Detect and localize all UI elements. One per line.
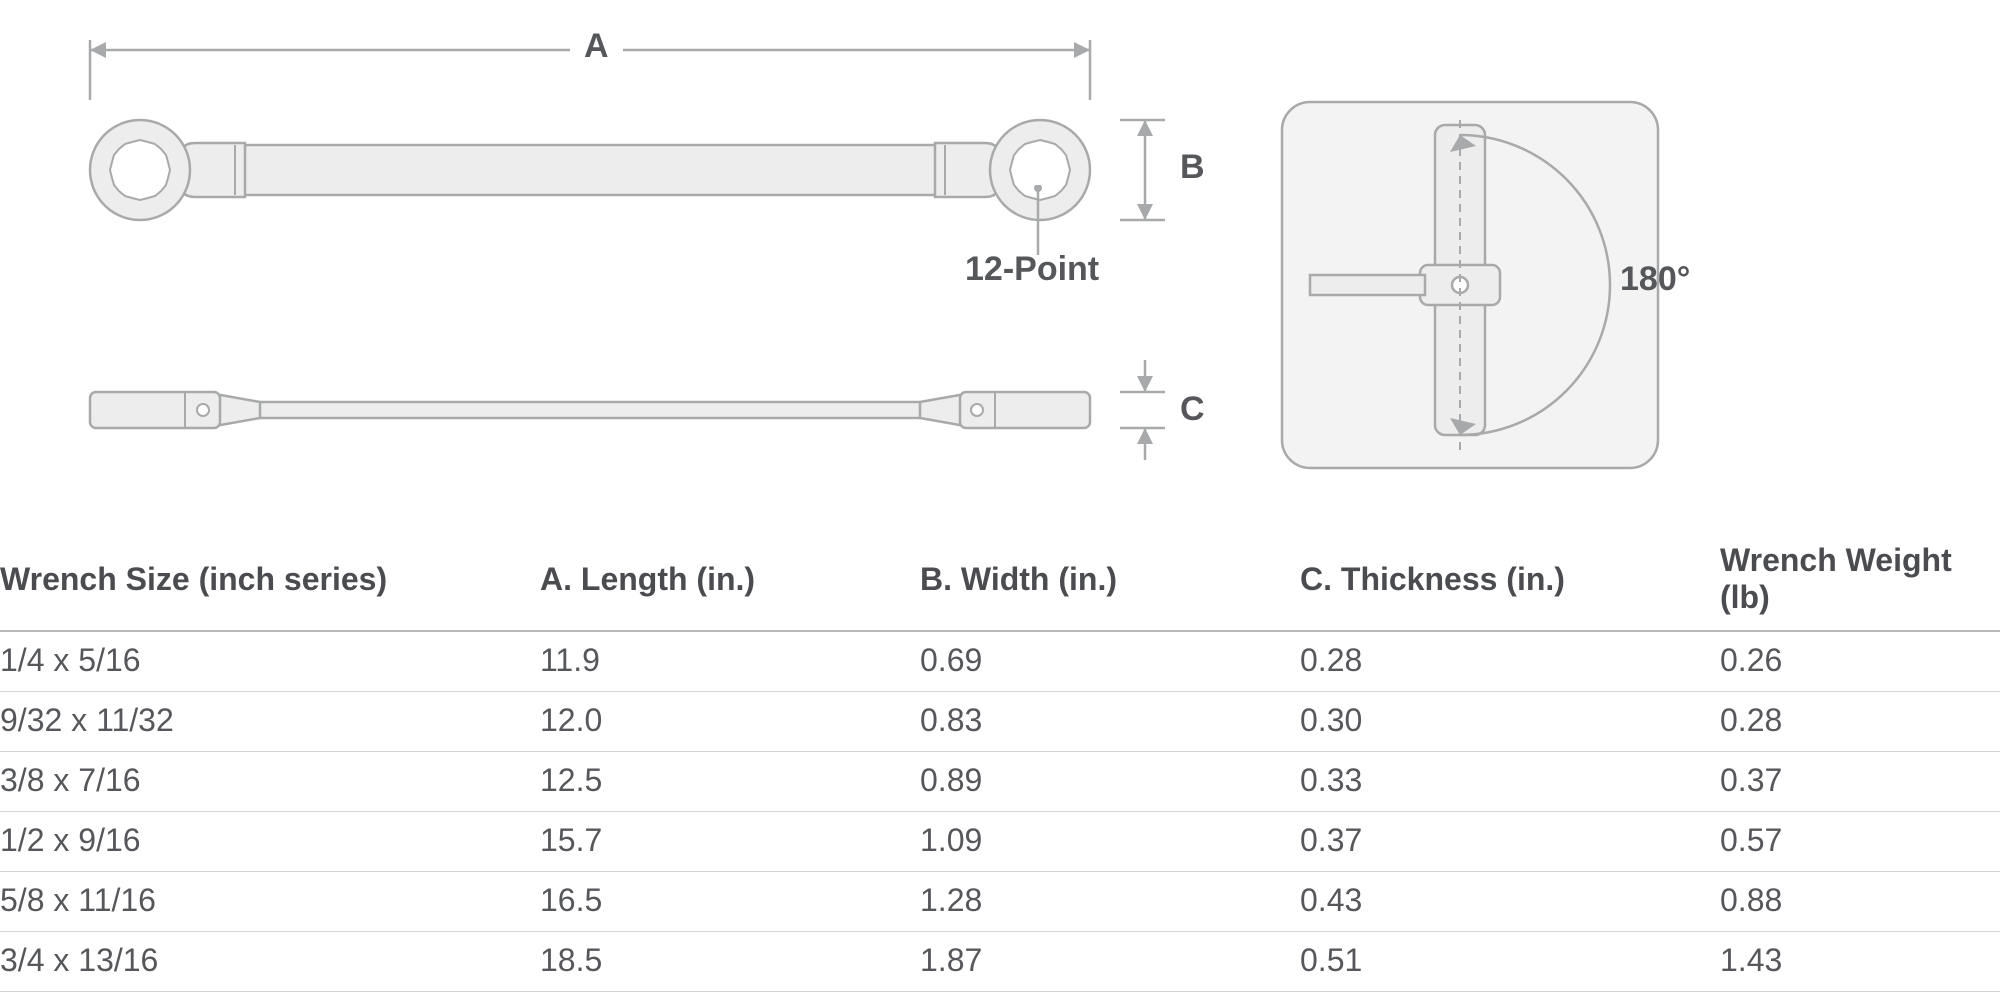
table-cell: 1/4 x 5/16 [0,631,540,692]
table-row: 3/8 x 7/1612.50.890.330.37 [0,752,2000,812]
table-cell: 0.83 [920,692,1300,752]
table-header-cell: B. Width (in.) [920,530,1300,631]
table-cell: 0.88 [1720,872,2000,932]
angle-label: 180° [1620,260,1690,299]
point-callout-line [1013,185,1063,255]
dimension-a-label: A [570,27,623,66]
table-header-cell: Wrench Size (inch series) [0,530,540,631]
dimension-b-label: B [1180,148,1205,187]
table-row: 1/2 x 9/1615.71.090.370.57 [0,812,2000,872]
table-cell: 16.5 [540,872,920,932]
table-cell: 11.9 [540,631,920,692]
table-cell: 3/8 x 7/16 [0,752,540,812]
dimension-b-line [1120,115,1170,225]
table-cell: 0.33 [1300,752,1720,812]
table-cell: 12.0 [540,692,920,752]
dim-a-ext-right [1088,40,1092,100]
wrench-top-view [85,110,1095,230]
table-cell: 12.5 [540,752,920,812]
table-cell: 0.37 [1720,752,2000,812]
table-cell: 0.51 [1300,932,1720,992]
point-label: 12-Point [965,250,1099,289]
table-cell: 3/4 x 13/16 [0,932,540,992]
table-cell: 15.7 [540,812,920,872]
table-cell: 0.89 [920,752,1300,812]
table-cell: 1.43 [1720,932,2000,992]
table-row: 5/8 x 11/1616.51.280.430.88 [0,872,2000,932]
table-header-cell: A. Length (in.) [540,530,920,631]
spec-table: Wrench Size (inch series)A. Length (in.)… [0,530,2000,992]
table-row: 1/4 x 5/1611.90.690.280.26 [0,631,2000,692]
table-row: 3/4 x 13/1618.51.870.511.43 [0,932,2000,992]
table-cell: 0.28 [1300,631,1720,692]
dim-a-ext-left [88,40,92,100]
table-cell: 0.57 [1720,812,2000,872]
table-cell: 18.5 [540,932,920,992]
table-row: 9/32 x 11/3212.00.830.300.28 [0,692,2000,752]
table-cell: 0.28 [1720,692,2000,752]
table-cell: 5/8 x 11/16 [0,872,540,932]
flex-angle-inset [1280,100,1660,470]
table-cell: 0.37 [1300,812,1720,872]
table-cell: 9/32 x 11/32 [0,692,540,752]
table-cell: 1.28 [920,872,1300,932]
dimension-c-label: C [1180,390,1205,429]
table-cell: 1.09 [920,812,1300,872]
diagram-area: A B 12-Poin [0,30,2000,530]
table-cell: 0.26 [1720,631,2000,692]
table-cell: 1.87 [920,932,1300,992]
table-cell: 0.69 [920,631,1300,692]
table-cell: 0.43 [1300,872,1720,932]
table-header-cell: C. Thickness (in.) [1300,530,1720,631]
wrench-side-view [85,380,1095,440]
table-cell: 0.30 [1300,692,1720,752]
dimension-c-line [1120,360,1170,460]
table-header-row: Wrench Size (inch series)A. Length (in.)… [0,530,2000,631]
table-cell: 1/2 x 9/16 [0,812,540,872]
spec-table-area: Wrench Size (inch series)A. Length (in.)… [0,530,2000,992]
table-header-cell: Wrench Weight (lb) [1720,530,2000,631]
